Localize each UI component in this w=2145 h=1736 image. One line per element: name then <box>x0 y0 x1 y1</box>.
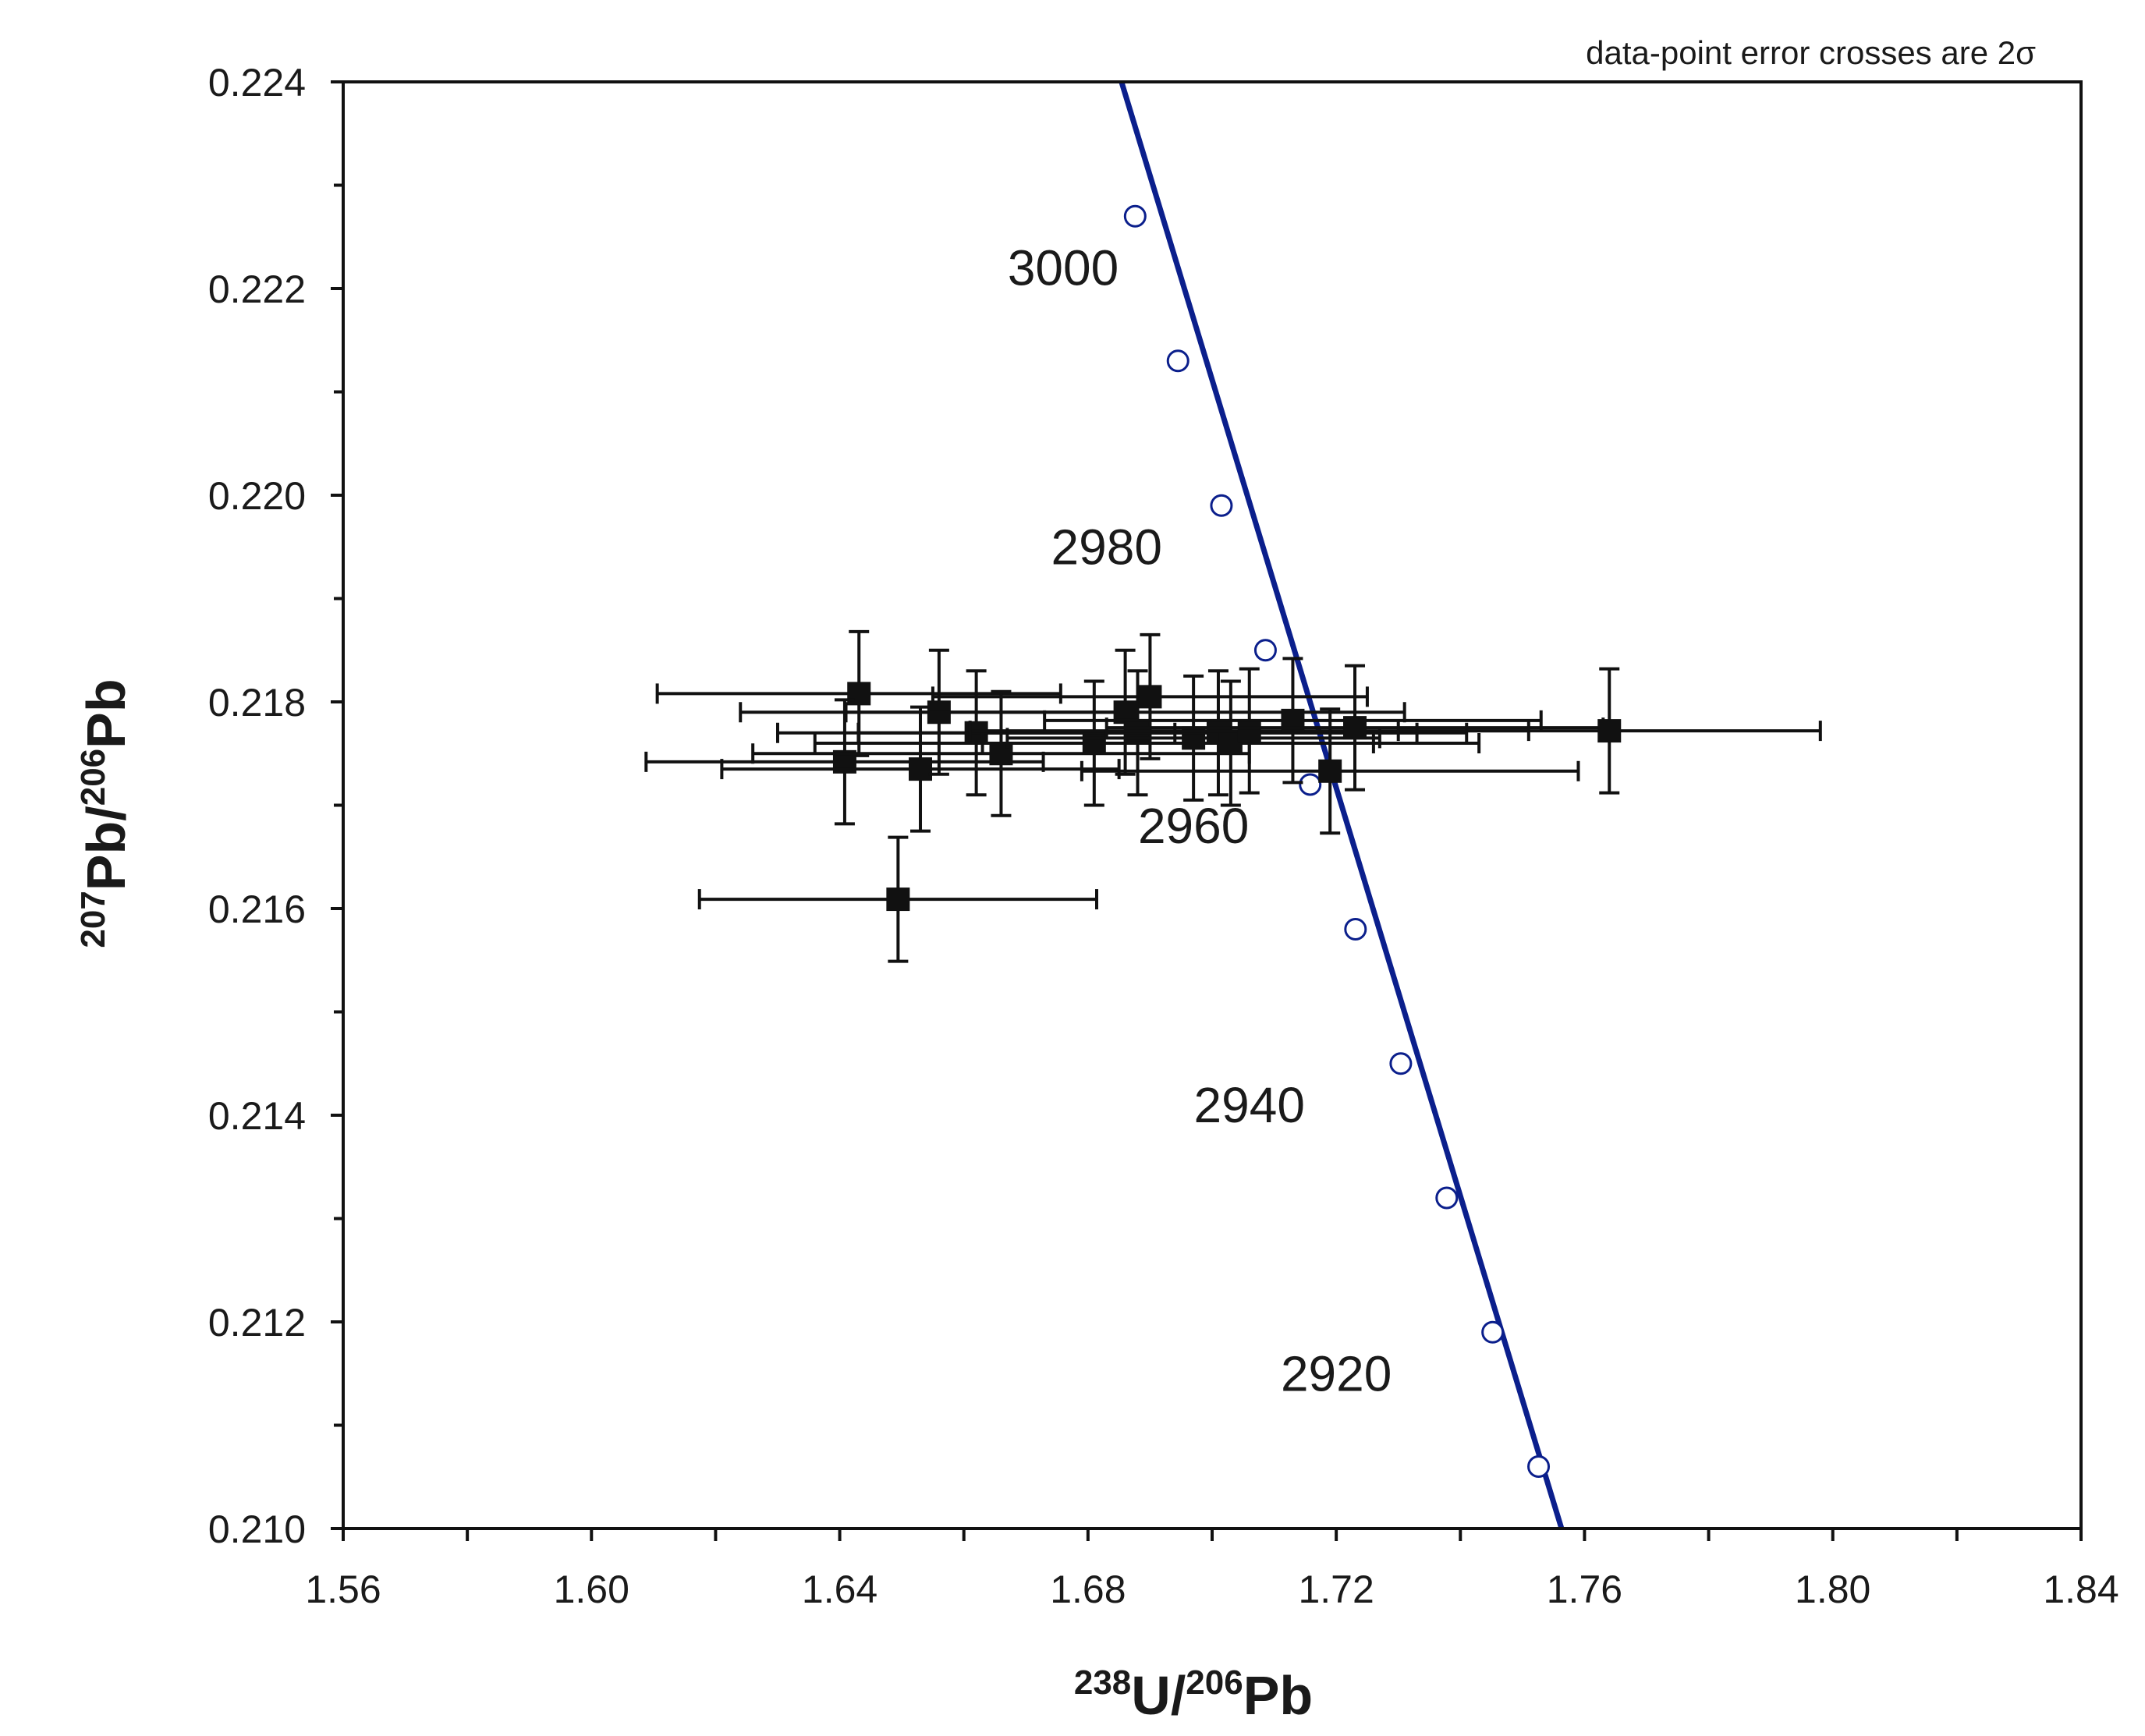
age-marker <box>1389 1052 1413 1075</box>
y-axis-title-sup1: 207 <box>74 891 112 948</box>
data-point <box>655 629 1062 757</box>
data-point-marker <box>847 682 871 706</box>
age-marker <box>1299 773 1322 796</box>
y-axis-title-main1: Pb/ <box>76 806 136 891</box>
age-label: 3000 <box>1008 240 1119 296</box>
y-tick-label: 0.214 <box>208 1094 306 1138</box>
data-point-marker <box>1237 719 1261 743</box>
age-marker <box>1344 918 1367 941</box>
x-tick-label: 1.64 <box>802 1568 878 1611</box>
x-tick-label: 1.60 <box>554 1568 629 1611</box>
y-tick-label: 0.218 <box>208 681 306 725</box>
y-axis-title: 207Pb/206Pb <box>74 678 136 948</box>
data-point-marker <box>1138 685 1162 709</box>
data-point-marker <box>886 887 910 912</box>
age-marker <box>1210 494 1233 517</box>
x-tick-label: 1.56 <box>305 1568 381 1611</box>
data-point <box>844 648 1406 776</box>
x-axis-title-sup2: 206 <box>1186 1663 1243 1702</box>
age-marker <box>1481 1320 1505 1344</box>
y-tick-label: 0.212 <box>208 1301 306 1345</box>
age-marker <box>1435 1186 1459 1210</box>
data-points-group <box>644 629 1822 963</box>
age-marker <box>1253 639 1277 662</box>
x-tick-label: 1.80 <box>1795 1568 1870 1611</box>
age-label: 2920 <box>1281 1345 1392 1401</box>
data-point <box>697 835 1098 963</box>
data-point-marker <box>1343 716 1367 740</box>
age-label: 2980 <box>1051 519 1162 575</box>
x-axis-title-sup1: 238 <box>1074 1663 1131 1702</box>
data-point-marker <box>1318 759 1342 783</box>
x-tick-label: 1.68 <box>1050 1568 1126 1611</box>
axes-group: 1.56 1.60 1.64 1.68 1.72 1.76 1.80 1.84 0.210 0.2… <box>208 61 2119 1611</box>
data-point <box>931 632 1369 760</box>
y-tick-label: 0.210 <box>208 1507 306 1551</box>
y-tick-label: 0.222 <box>208 267 306 311</box>
data-point <box>1005 674 1381 802</box>
x-tick-label: 1.72 <box>1298 1568 1374 1611</box>
data-point <box>1396 667 1822 795</box>
data-point <box>720 705 1121 833</box>
error-cross-note: data-point error crosses are 2σ <box>1586 34 2036 71</box>
data-point-marker <box>989 742 1013 766</box>
age-label: 2960 <box>1138 798 1249 854</box>
concordia-line <box>1119 82 1565 1529</box>
y-axis-title-main2: Pb <box>76 678 136 748</box>
y-tick-label: 0.220 <box>208 474 306 518</box>
y-axis-title-sup2: 206 <box>74 749 112 806</box>
age-label: 2940 <box>1194 1077 1305 1133</box>
age-marker <box>1527 1455 1551 1478</box>
data-point-marker <box>1597 719 1622 743</box>
y-tick-label: 0.224 <box>208 61 306 105</box>
y-tick-label: 0.216 <box>208 887 306 931</box>
x-tick-label: 1.84 <box>2043 1568 2118 1611</box>
x-tick-label: 1.76 <box>1547 1568 1622 1611</box>
x-axis-title-main2: Pb <box>1243 1665 1313 1726</box>
age-marker <box>1123 204 1147 228</box>
x-axis-title: 238U/206Pb <box>1074 1663 1313 1726</box>
age-marker <box>1166 349 1190 373</box>
concordia-curve-group: 3000 2980 2960 2940 2920 <box>1008 82 1565 1529</box>
data-point <box>1080 707 1580 835</box>
data-point-marker <box>909 757 933 781</box>
x-axis-title-main1: U/ <box>1131 1665 1186 1726</box>
